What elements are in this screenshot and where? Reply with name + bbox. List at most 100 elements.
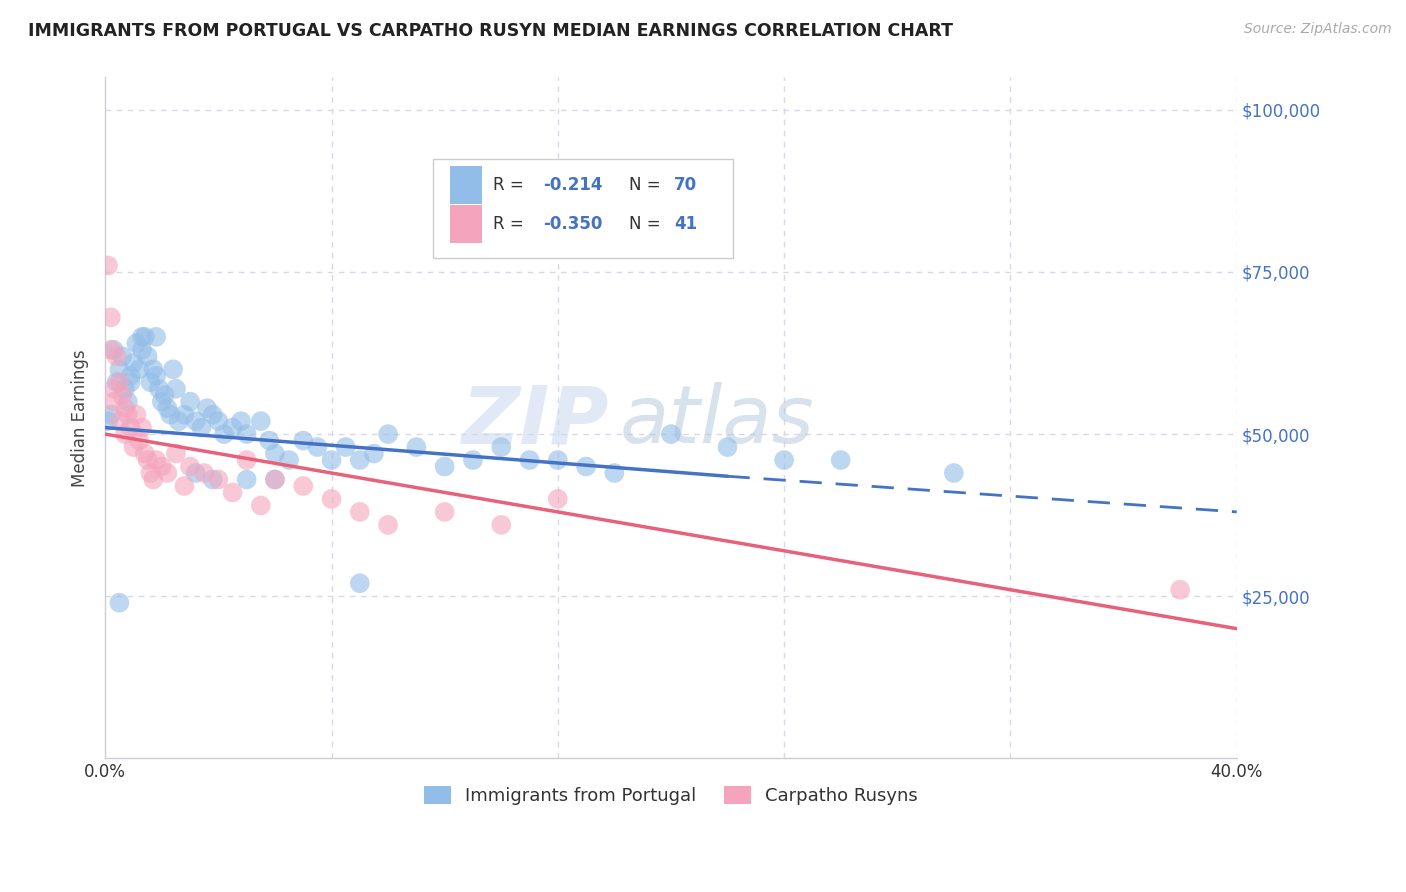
Point — [105, 349, 128, 363]
Text: IMMIGRANTS FROM PORTUGAL VS CARPATHO RUSYN MEDIAN EARNINGS CORRELATION CHART: IMMIGRANTS FROM PORTUGAL VS CARPATHO RUS… — [28, 22, 953, 40]
Point — [773, 453, 796, 467]
Point — [97, 414, 120, 428]
Text: Source: ZipAtlas.com: Source: ZipAtlas.com — [1244, 22, 1392, 37]
Point — [134, 330, 156, 344]
Point — [212, 427, 235, 442]
Text: ZIP: ZIP — [461, 383, 609, 460]
Point — [128, 362, 150, 376]
Point — [433, 505, 456, 519]
Point — [184, 466, 207, 480]
Point — [264, 473, 287, 487]
Point — [221, 420, 243, 434]
Text: atlas: atlas — [620, 383, 815, 460]
Point — [125, 336, 148, 351]
Point — [114, 401, 136, 416]
Point — [249, 414, 271, 428]
Point — [108, 596, 131, 610]
Point — [131, 330, 153, 344]
Point — [145, 330, 167, 344]
Point — [108, 414, 131, 428]
Point — [193, 466, 215, 480]
Point — [190, 420, 212, 434]
Point — [148, 382, 170, 396]
Point — [461, 453, 484, 467]
Point — [942, 466, 965, 480]
Point — [142, 473, 165, 487]
Text: 41: 41 — [675, 215, 697, 233]
Point — [179, 459, 201, 474]
Point — [134, 446, 156, 460]
Point — [139, 376, 162, 390]
Point — [195, 401, 218, 416]
Point — [145, 368, 167, 383]
Point — [235, 473, 257, 487]
Point — [103, 382, 125, 396]
Point — [264, 473, 287, 487]
Point — [489, 517, 512, 532]
Point — [207, 414, 229, 428]
Point — [278, 453, 301, 467]
Point — [100, 310, 122, 325]
Point — [335, 440, 357, 454]
Text: R =: R = — [494, 176, 529, 194]
Point — [114, 382, 136, 396]
Point — [433, 459, 456, 474]
Point — [201, 408, 224, 422]
Text: -0.350: -0.350 — [543, 215, 603, 233]
Point — [111, 388, 134, 402]
Point — [162, 362, 184, 376]
Point — [136, 453, 159, 467]
Point — [173, 408, 195, 422]
Point — [125, 408, 148, 422]
Point — [259, 434, 281, 448]
Point — [349, 453, 371, 467]
FancyBboxPatch shape — [433, 159, 733, 258]
Y-axis label: Median Earnings: Median Earnings — [72, 349, 89, 487]
Point — [229, 414, 252, 428]
Point — [1168, 582, 1191, 597]
Point — [519, 453, 541, 467]
Point — [221, 485, 243, 500]
Point — [165, 446, 187, 460]
Point — [363, 446, 385, 460]
Point — [145, 453, 167, 467]
Point — [117, 394, 139, 409]
Point — [405, 440, 427, 454]
Point — [207, 473, 229, 487]
Point — [97, 259, 120, 273]
Point — [111, 349, 134, 363]
Point — [659, 427, 682, 442]
Point — [153, 388, 176, 402]
Point — [120, 420, 142, 434]
Point — [142, 362, 165, 376]
Point — [100, 343, 122, 357]
Point — [159, 408, 181, 422]
Point — [249, 499, 271, 513]
Point — [117, 408, 139, 422]
Point — [120, 376, 142, 390]
Point — [108, 376, 131, 390]
Point — [103, 394, 125, 409]
Point — [292, 434, 315, 448]
Point — [349, 505, 371, 519]
Point — [830, 453, 852, 467]
Point — [173, 479, 195, 493]
Point — [105, 376, 128, 390]
Text: N =: N = — [628, 176, 666, 194]
Text: R =: R = — [494, 215, 529, 233]
Point — [235, 453, 257, 467]
Point — [131, 420, 153, 434]
Point — [489, 440, 512, 454]
Point — [547, 453, 569, 467]
Point — [292, 479, 315, 493]
Point — [603, 466, 626, 480]
Point — [179, 394, 201, 409]
Point — [167, 414, 190, 428]
Point — [128, 434, 150, 448]
Point — [349, 576, 371, 591]
Point — [136, 349, 159, 363]
Text: N =: N = — [628, 215, 666, 233]
Text: -0.214: -0.214 — [543, 176, 603, 194]
FancyBboxPatch shape — [450, 205, 482, 243]
Point — [122, 356, 145, 370]
